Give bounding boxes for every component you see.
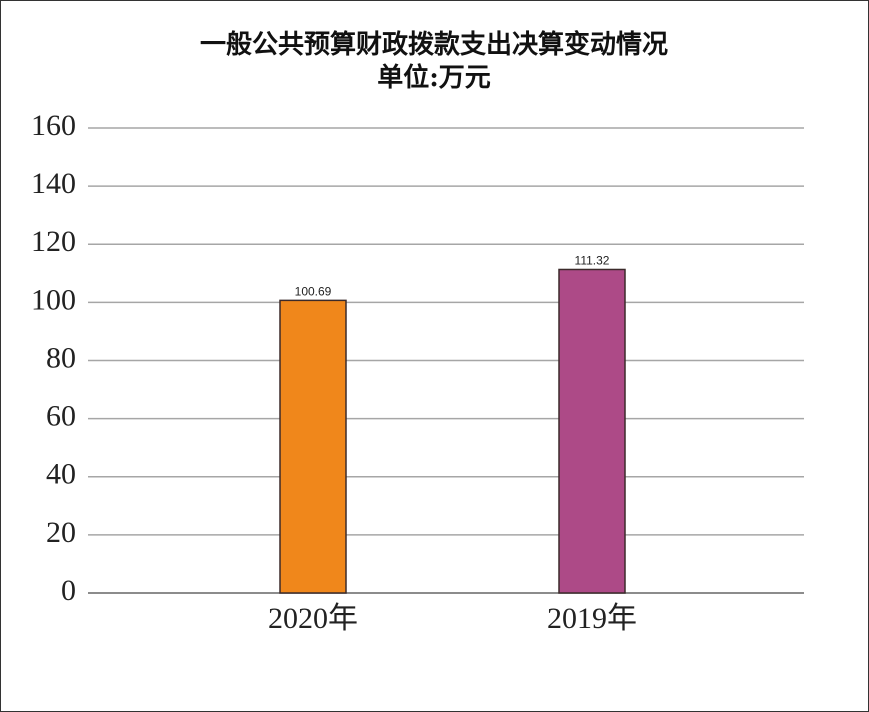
value-label: 100.69: [295, 284, 332, 298]
y-tick-label: 60: [46, 400, 76, 433]
y-tick-label: 40: [46, 458, 76, 491]
chart-subtitle: 单位:万元: [377, 62, 491, 93]
y-tick-label: 100: [31, 283, 76, 316]
y-tick-label: 80: [46, 341, 76, 374]
chart-title: 一般公共预算财政拨款支出决算变动情况: [200, 29, 668, 60]
y-tick-label: 140: [31, 167, 76, 200]
value-label: 111.32: [575, 253, 610, 267]
y-tick-label: 0: [61, 574, 76, 607]
y-tick-label: 120: [31, 225, 76, 258]
x-tick-label: 2019年: [547, 602, 637, 635]
bar: [558, 268, 626, 594]
x-tick-label: 2020年: [268, 602, 358, 635]
bar: [279, 299, 347, 594]
y-tick-label: 20: [46, 516, 76, 549]
y-tick-label: 160: [31, 109, 76, 142]
